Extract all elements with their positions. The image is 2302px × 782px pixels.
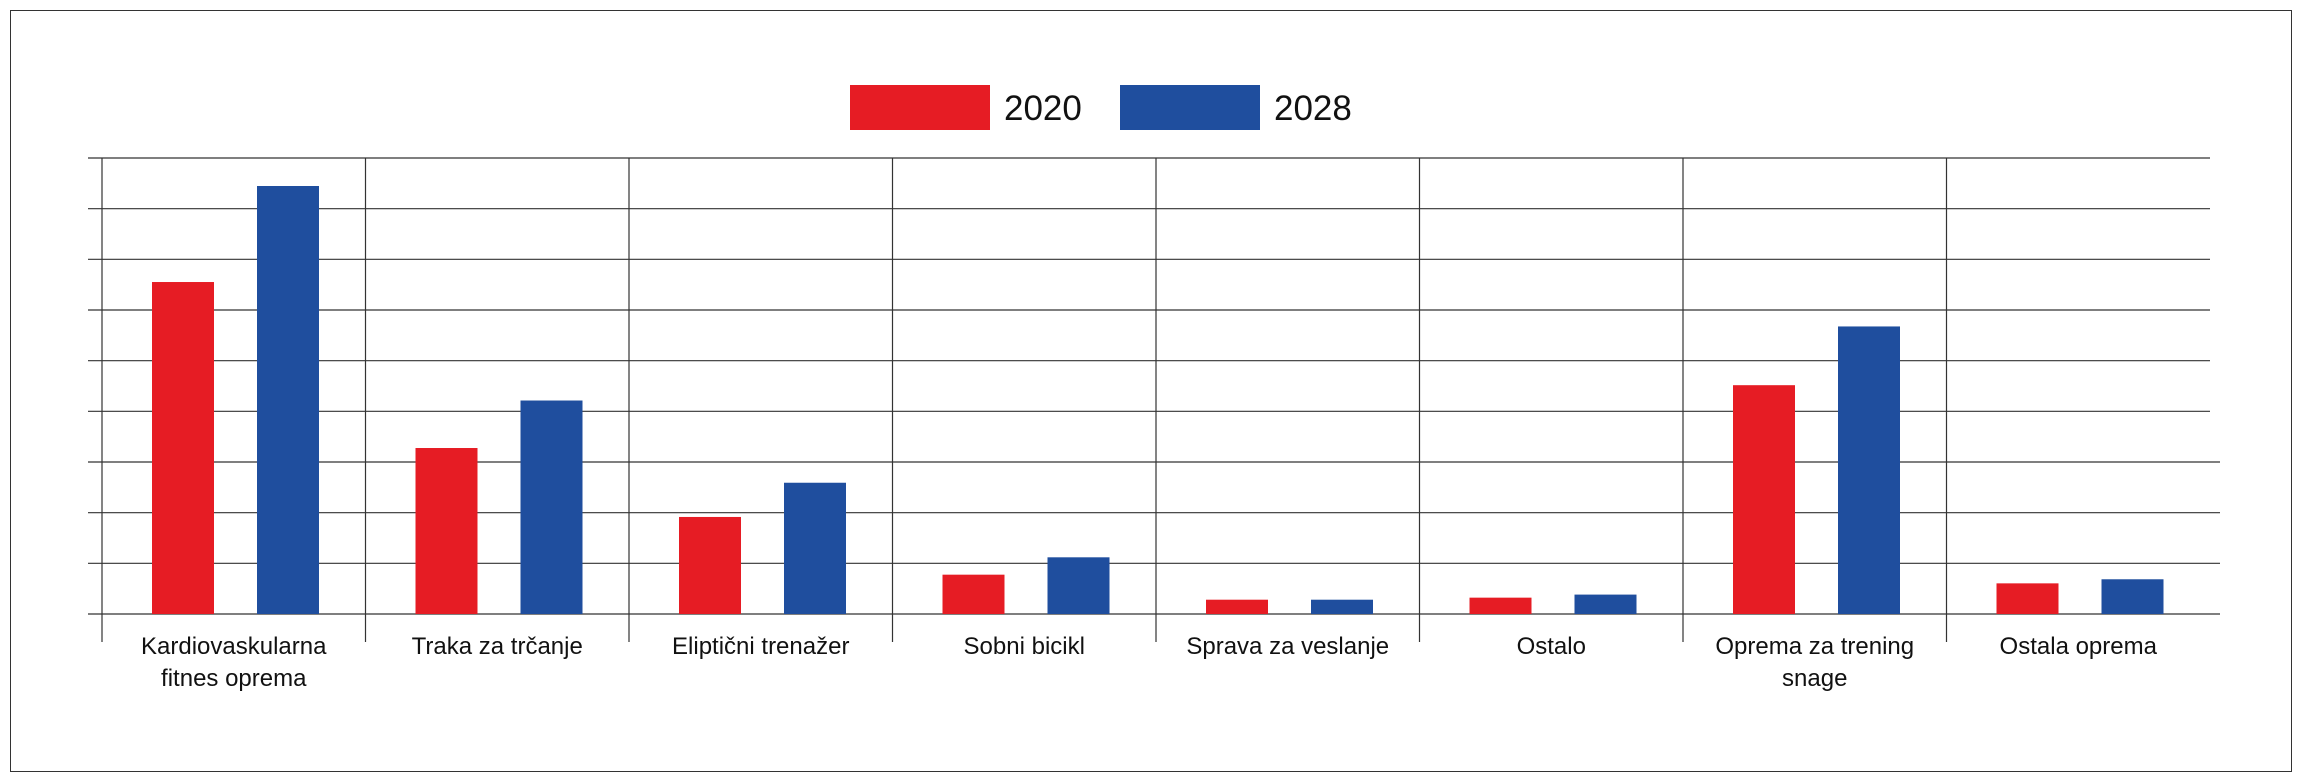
bar-2020	[679, 516, 741, 614]
legend-label-2028: 2028	[1274, 89, 1352, 128]
bar-2028	[520, 400, 583, 614]
x-tick-label: Sprava za veslanje	[1186, 633, 1389, 660]
x-tick-label: Sobni bicikl	[964, 633, 1085, 660]
bar-2020	[415, 448, 478, 614]
chart-frame	[10, 10, 2292, 772]
bar-2028	[1047, 557, 1110, 614]
bar-2028	[1838, 326, 1900, 614]
bar-2028	[1574, 594, 1637, 614]
x-tick-label: Oprema za trening snage	[1715, 633, 1914, 692]
bar-2028	[1311, 599, 1373, 614]
x-tick-label: Ostalo	[1517, 633, 1586, 660]
bar-2020	[942, 574, 1005, 614]
x-tick-label: Ostala oprema	[2000, 633, 2158, 660]
x-axis-labels: Kardiovaskularna fitnes oprema Traka za tr…	[141, 633, 2158, 692]
legend-label-2020: 2020	[1004, 89, 1082, 128]
legend-swatch-2028	[1120, 85, 1260, 130]
bar-2028	[784, 482, 846, 614]
bar-2028	[257, 186, 319, 614]
bar-2020	[1469, 597, 1532, 614]
x-tick-label: Traka za trčanje	[412, 633, 583, 660]
bars	[152, 186, 2164, 614]
bar-2020	[1996, 583, 2059, 614]
bar-2028	[2101, 579, 2164, 614]
legend-swatch-2020	[850, 85, 990, 130]
legend: 2020 2028	[850, 85, 1352, 130]
bar-2020	[1206, 599, 1268, 614]
bar-2020	[152, 282, 214, 614]
bar-2020	[1733, 385, 1795, 614]
x-tick-label: Kardiovaskularna fitnes oprema	[141, 633, 327, 692]
x-tick-label: Eliptični trenažer	[672, 633, 849, 660]
grid	[88, 157, 2220, 642]
